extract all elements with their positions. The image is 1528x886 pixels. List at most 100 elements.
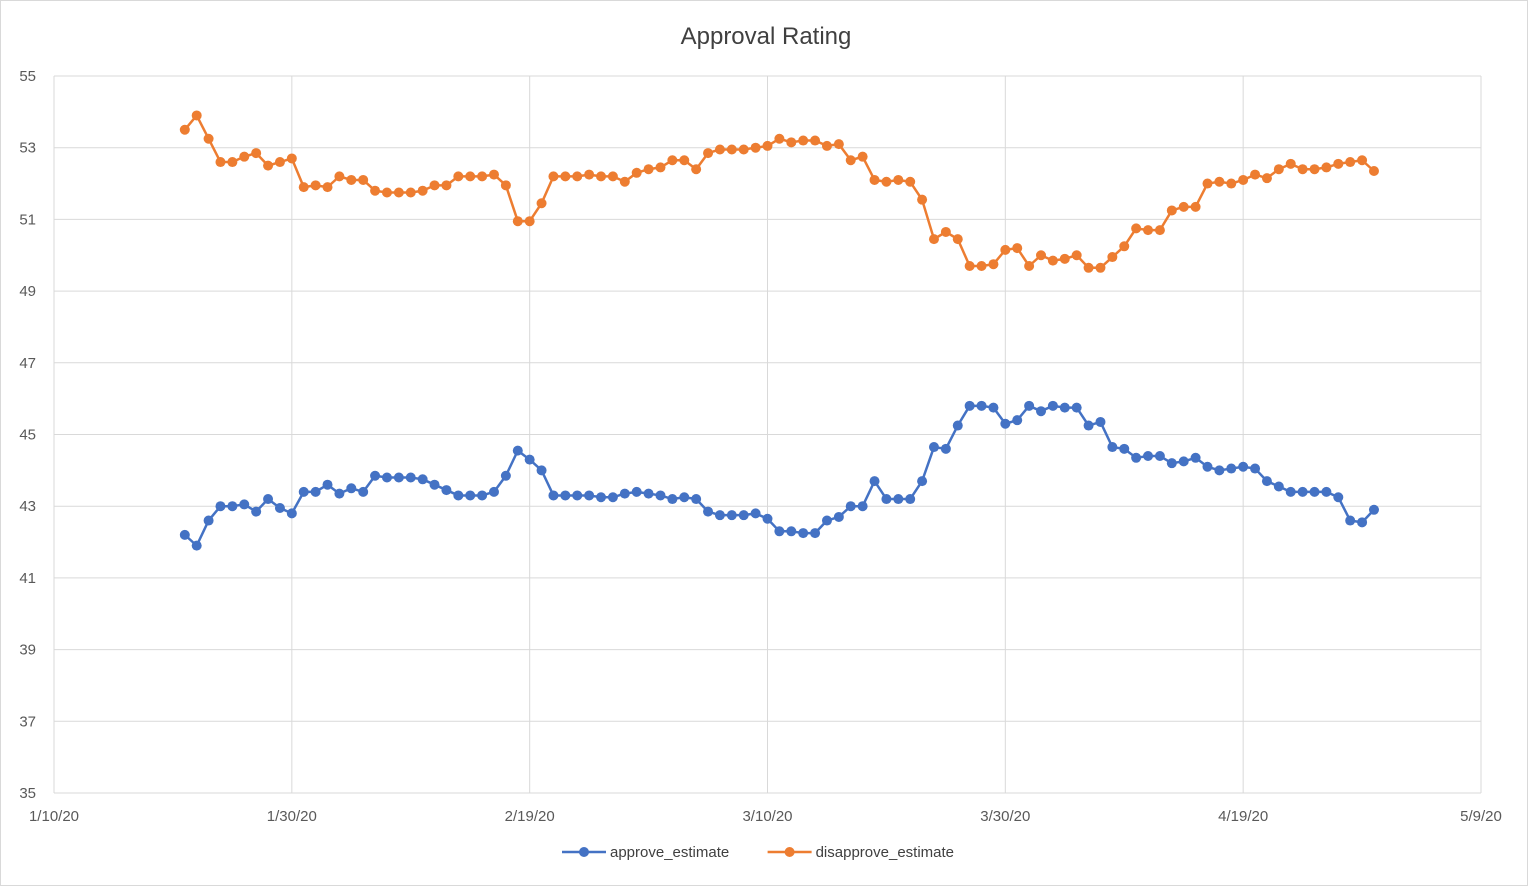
data-point [274,502,285,513]
data-point [179,124,190,135]
data-point [1154,451,1165,462]
legend-item: approve_estimate [562,844,729,861]
x-tick-label: 2/19/20 [505,808,555,825]
data-point [393,472,404,483]
y-tick-label: 35 [19,785,36,802]
data-point [453,171,464,182]
data-point [393,187,404,198]
data-point [322,182,333,193]
data-point [334,488,345,499]
data-point [655,162,666,173]
data-point [917,194,928,205]
data-point [691,164,702,175]
y-tick-label: 37 [19,713,36,730]
data-point [940,226,951,237]
data-point [619,488,630,499]
data-point [1047,400,1058,411]
data-point [453,490,464,501]
data-point [810,528,821,539]
data-point [1083,262,1094,273]
data-point [191,110,202,121]
data-point [298,182,309,193]
data-point [714,510,725,521]
data-point [1024,400,1035,411]
data-point [905,176,916,187]
data-point [239,499,250,510]
data-point [512,445,523,456]
data-point [988,259,999,270]
data-point [584,490,595,501]
data-point [928,234,939,245]
data-point [1071,402,1082,413]
data-point [631,167,642,178]
data-point [477,490,488,501]
data-point [1095,416,1106,427]
data-point [429,479,440,490]
data-point [572,171,583,182]
data-point [560,171,571,182]
legend-label: disapprove_estimate [816,844,954,861]
data-point [1321,486,1332,497]
data-point [441,485,452,496]
data-point [1190,452,1201,463]
data-point [524,454,535,465]
data-point [643,488,654,499]
data-point [655,490,666,501]
data-point [1107,252,1118,263]
data-point [346,174,357,185]
data-point [1333,492,1344,503]
y-tick-label: 47 [19,355,36,372]
data-point [596,492,607,503]
data-point [1059,253,1070,264]
data-point [667,494,678,505]
data-point [1095,262,1106,273]
data-point [964,400,975,411]
data-point [215,157,226,168]
data-point [1297,486,1308,497]
x-tick-label: 3/30/20 [980,808,1030,825]
data-point [1261,476,1272,487]
data-point [1000,244,1011,255]
data-point [988,402,999,413]
data-point [1238,461,1249,472]
data-point [798,135,809,146]
data-point [572,490,583,501]
data-point [1214,176,1225,187]
data-point [370,470,381,481]
x-tick-label: 5/9/20 [1460,808,1502,825]
data-point [417,185,428,196]
data-point [358,486,369,497]
data-point [286,153,297,164]
data-point [881,494,892,505]
data-point [1202,178,1213,189]
data-point [1309,486,1320,497]
data-point [857,151,868,162]
data-point [1345,157,1356,168]
data-point [286,508,297,519]
data-point [1368,504,1379,515]
data-point [1166,205,1177,216]
data-point [477,171,488,182]
data-point [227,501,238,512]
data-point [441,180,452,191]
data-point [322,479,333,490]
data-point [524,216,535,227]
data-point [465,171,476,182]
data-point [1000,418,1011,429]
data-point [381,472,392,483]
data-point [940,443,951,454]
data-point [1321,162,1332,173]
data-point [1178,456,1189,467]
x-tick-label: 1/30/20 [267,808,317,825]
data-point [1012,415,1023,426]
data-point [1345,515,1356,526]
y-tick-label: 49 [19,283,36,300]
data-point [1368,166,1379,176]
data-point [631,486,642,497]
legend-item: disapprove_estimate [767,844,954,861]
legend-marker [784,847,795,857]
data-point [726,510,737,521]
legend: approve_estimate disapprove_estimate [562,844,954,861]
data-point [1154,225,1165,236]
